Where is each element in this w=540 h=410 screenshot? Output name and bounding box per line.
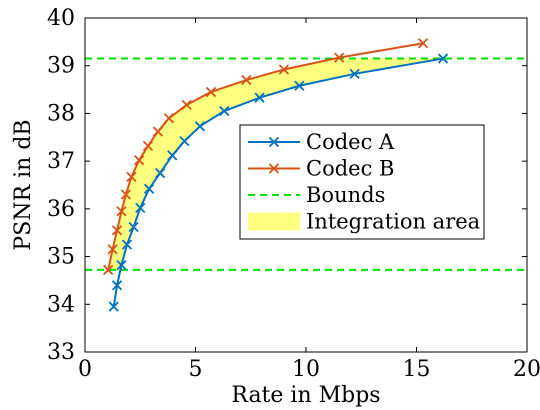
codec-b-point xyxy=(417,38,429,49)
x-tick-label: 5 xyxy=(189,357,203,382)
codec-a-point xyxy=(111,280,123,291)
codec-a-point xyxy=(135,202,146,214)
codec-b-point xyxy=(142,140,154,152)
y-tick-label: 36 xyxy=(47,197,75,222)
y-tick-label: 39 xyxy=(47,54,75,79)
legend-label-codec-b: Codec B xyxy=(306,157,394,181)
codec-b-point xyxy=(134,155,145,166)
legend-marker-codec-a xyxy=(268,136,280,148)
x-tick-label: 20 xyxy=(513,357,540,382)
legend-label-codec-a: Codec A xyxy=(306,130,395,154)
legend-marker-codec-b xyxy=(268,163,280,174)
y-tick-label: 37 xyxy=(47,149,75,174)
legend-label-bounds: Bounds xyxy=(306,183,385,207)
codec-a-point xyxy=(121,239,133,250)
codec-a-point xyxy=(108,301,119,312)
codec-b-point xyxy=(111,225,123,236)
codec-a-point xyxy=(179,135,190,147)
y-tick-label: 34 xyxy=(47,292,75,317)
integration-area-layer xyxy=(108,58,444,270)
x-axis-title: Rate in Mbps xyxy=(231,383,380,408)
codec-b-point xyxy=(241,74,252,86)
codec-b-point xyxy=(103,264,114,276)
codec-a-line xyxy=(112,57,444,307)
codec-b-point xyxy=(116,206,127,217)
codec-a-point xyxy=(437,53,449,64)
y-tick-label: 40 xyxy=(47,6,75,31)
codec-a-point xyxy=(143,183,155,194)
y-tick-label: 33 xyxy=(47,340,75,365)
codec-a-point xyxy=(254,92,265,103)
codec-b-point xyxy=(120,189,132,200)
codec-a-point xyxy=(194,121,206,132)
y-tick-label: 35 xyxy=(47,245,75,270)
codec-a-point xyxy=(155,167,166,179)
codec-a-point xyxy=(128,221,139,233)
series-layer xyxy=(103,38,449,312)
legend-box xyxy=(239,124,485,240)
codec-b-point xyxy=(278,64,290,75)
codec-b-point xyxy=(205,86,217,98)
codec-b-point xyxy=(126,171,137,183)
y-tick-label: 38 xyxy=(47,101,75,126)
bounds-layer xyxy=(85,57,527,271)
x-tick-label: 15 xyxy=(403,357,431,382)
codec-b-point xyxy=(163,113,175,124)
codec-a-point xyxy=(219,105,230,117)
codec-a-point xyxy=(294,80,305,91)
legend-label-integration-area: Integration area xyxy=(306,210,480,234)
y-axis-title: PSNR in dB xyxy=(11,119,36,250)
codec-b-line xyxy=(107,42,424,271)
codec-a-point xyxy=(116,260,127,271)
integration-area xyxy=(108,58,444,270)
x-tick-label: 0 xyxy=(78,357,92,382)
legend-swatch-integration-area xyxy=(248,212,300,231)
codec-a-point xyxy=(167,150,178,161)
codec-b-point xyxy=(181,99,192,110)
codec-b-point xyxy=(152,126,164,137)
axes-layer: 0 5 10 15 20 33 34 35 36 37 38 39 40 xyxy=(47,6,540,382)
codec-b-point xyxy=(334,52,345,63)
x-tick-label: 10 xyxy=(292,357,320,382)
codec-a-point xyxy=(349,68,360,79)
codec-b-point xyxy=(107,244,118,255)
